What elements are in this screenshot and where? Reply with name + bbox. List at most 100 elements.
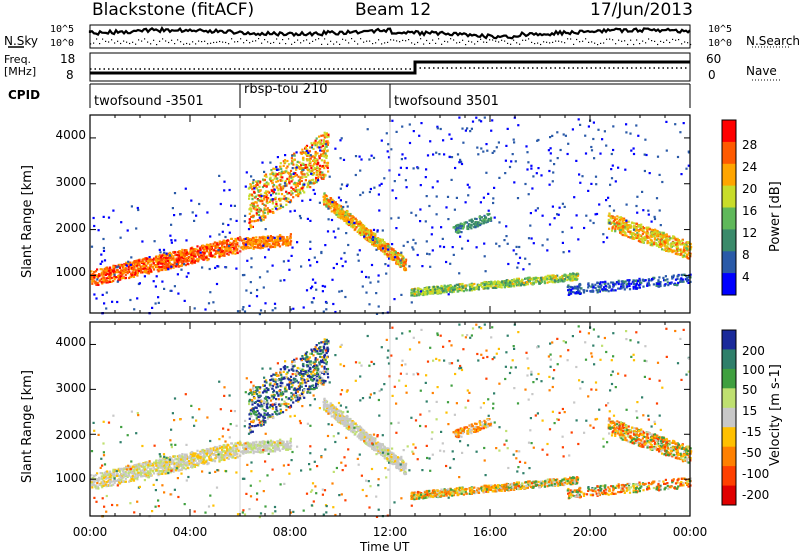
power-cell [263, 182, 266, 186]
power-cell [129, 267, 132, 270]
power-cell [377, 245, 380, 249]
power-cell [241, 239, 244, 242]
power-cell [386, 253, 389, 256]
power-cell [233, 204, 236, 207]
power-cell [144, 257, 147, 260]
freq-ytick-top: 18 [60, 52, 76, 66]
power-cell [392, 258, 395, 261]
power-cell [532, 282, 535, 285]
power-cell [131, 268, 135, 271]
power-cell [531, 187, 534, 190]
power-cell [179, 251, 182, 254]
power-cell [307, 174, 310, 177]
power-cell [390, 256, 393, 259]
power-cell [638, 237, 641, 240]
freq-panel [89, 52, 780, 82]
power-cell [262, 210, 265, 213]
power-cell [540, 278, 543, 281]
power-cell [664, 235, 667, 238]
power-cell [176, 253, 179, 257]
power-cell [331, 201, 334, 204]
search-noise-dot [675, 39, 677, 41]
search-noise-dot [525, 39, 527, 41]
power-cell [487, 217, 490, 221]
power-cell [647, 226, 650, 229]
power-cell [116, 300, 119, 304]
freq-label: Freq. [4, 53, 32, 66]
power-cell [273, 240, 276, 243]
power-cell [449, 289, 452, 292]
search-noise-dot [552, 41, 554, 43]
power-cell [343, 251, 346, 255]
power-cell [433, 288, 436, 291]
power-cell [455, 196, 458, 199]
power-cell [612, 209, 616, 212]
power-cell [316, 141, 319, 144]
power-cell [674, 283, 677, 286]
search-noise-dot [312, 40, 314, 42]
nave-label: Nave [746, 64, 777, 78]
power-cell [221, 252, 224, 256]
power-cell [217, 243, 220, 246]
power-cell [289, 242, 292, 245]
search-noise-dot [618, 39, 620, 41]
power-cell [289, 308, 292, 311]
power-cell [271, 309, 274, 312]
search-noise-dot [276, 38, 278, 40]
search-noise-dot [642, 40, 644, 42]
power-cell [234, 249, 237, 252]
power-cell [196, 248, 199, 251]
power-cell [202, 244, 205, 247]
power-cell [319, 164, 322, 167]
power-cell [271, 199, 274, 202]
power-cell [418, 288, 421, 291]
power-cell [118, 266, 122, 269]
power-cell [242, 248, 245, 251]
power-cell [376, 241, 379, 244]
power-cell [334, 236, 337, 239]
power-cell [681, 242, 684, 245]
power-cell [260, 246, 263, 249]
power-cell [537, 167, 540, 170]
power-cell [232, 247, 235, 250]
power-cell [91, 273, 95, 276]
power-cell [460, 231, 463, 234]
power-cell [334, 201, 337, 204]
power-cell [506, 242, 509, 245]
power-cell [333, 203, 336, 206]
power-cell [531, 278, 534, 281]
power-cell [685, 247, 688, 250]
power-cell [94, 270, 98, 273]
power-cell [282, 237, 285, 240]
power-cell [383, 241, 386, 244]
power-cell [186, 262, 189, 265]
power-cell [680, 173, 683, 176]
power-cell [456, 224, 459, 227]
power-cell [131, 264, 134, 267]
power-cell [244, 185, 247, 188]
power-cell [627, 220, 630, 223]
power-cell [268, 200, 271, 203]
power-cell [214, 266, 217, 269]
power-cell [428, 204, 431, 208]
power-cell [107, 216, 111, 219]
power-cell [151, 306, 154, 309]
power-cell [185, 251, 188, 254]
power-cell [485, 143, 488, 146]
power-cell [630, 231, 633, 235]
power-cell [668, 235, 671, 238]
search-noise-dot [666, 39, 668, 41]
power-cell [302, 306, 305, 309]
search-noise-dot [411, 42, 413, 44]
power-cell [448, 155, 451, 158]
power-cell [513, 279, 516, 282]
power-cell [175, 259, 178, 262]
power-cell [261, 185, 265, 189]
search-noise-dot [354, 40, 356, 42]
power-cell [492, 197, 495, 200]
search-noise-dot [255, 40, 257, 42]
power-cell [462, 290, 465, 293]
power-cell [462, 226, 465, 229]
power-cell [515, 253, 518, 256]
power-cell [184, 187, 187, 190]
